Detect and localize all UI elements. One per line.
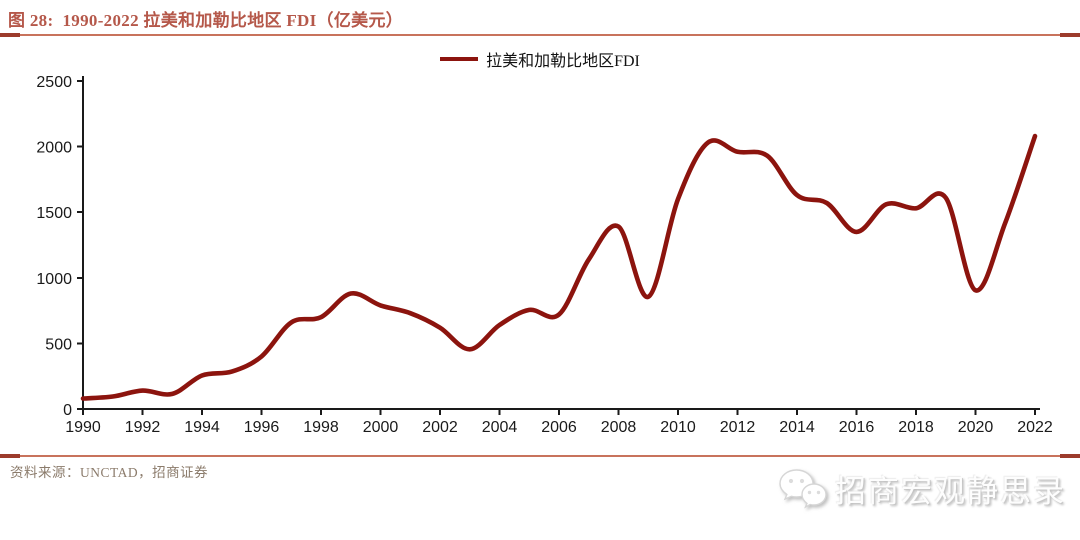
watermark: 招商宏观静思录 <box>777 466 1066 511</box>
x-tick-label: 2006 <box>541 419 577 436</box>
x-tick-label: 1990 <box>65 419 101 436</box>
x-tick-label: 2008 <box>601 419 637 436</box>
x-tick-label: 1994 <box>184 419 220 436</box>
x-tick-label: 2012 <box>720 419 756 436</box>
watermark-text: 招商宏观静思录 <box>835 474 1066 509</box>
x-tick-label: 2018 <box>898 419 934 436</box>
x-tick-label: 2000 <box>363 419 399 436</box>
y-tick-label: 2500 <box>36 74 72 91</box>
y-tick-label: 0 <box>63 402 72 419</box>
title-underline <box>0 33 1080 37</box>
x-tick-label: 2002 <box>422 419 458 436</box>
footer-separator-left-cap <box>0 454 20 458</box>
footer-separator <box>0 454 1080 458</box>
y-tick-label: 1500 <box>36 205 72 222</box>
y-tick-label: 500 <box>45 336 72 353</box>
x-tick-label: 2014 <box>779 419 815 436</box>
x-tick-label: 1998 <box>303 419 339 436</box>
fdi-line-chart: 0 500 1000 1500 2000 2500 1990 1992 1994 1996 1998… <box>36 74 1053 436</box>
x-tick-label: 2016 <box>839 419 875 436</box>
title-underline-right-cap <box>1060 33 1080 37</box>
y-tick-label: 2000 <box>36 140 72 157</box>
x-tick-label: 2004 <box>482 419 518 436</box>
x-tick-label: 1996 <box>244 419 280 436</box>
data-source-note: 资料来源：UNCTAD，招商证券 <box>10 465 209 480</box>
fdi-line <box>80 133 1038 401</box>
legend-line-swatch <box>440 57 479 61</box>
chart-legend: 拉美和加勒比地区FDI <box>0 48 1080 70</box>
x-tick-label: 2020 <box>958 419 994 436</box>
title-underline-left-cap <box>0 33 20 37</box>
footer-separator-right-cap <box>1060 454 1080 458</box>
x-tick-label: 1992 <box>125 419 161 436</box>
legend-label: 拉美和加勒比地区FDI <box>486 53 640 70</box>
y-tick-label: 1000 <box>36 271 72 288</box>
x-tick-label: 2010 <box>660 419 696 436</box>
wechat-icon <box>779 468 827 509</box>
x-tick-label: 2022 <box>1017 419 1053 436</box>
figure-title: 图 28: 1990-2022 拉美和加勒比地区 FDI（亿美元） <box>8 11 404 30</box>
